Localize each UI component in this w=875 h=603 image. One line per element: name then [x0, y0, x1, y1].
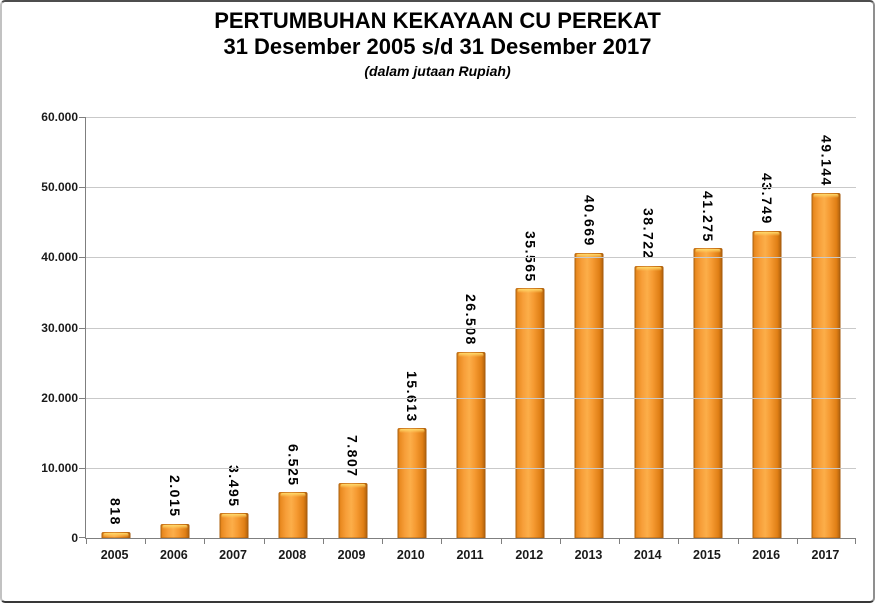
gridline: [86, 117, 856, 118]
x-axis-label: 2012: [515, 548, 544, 562]
y-axis-tick: [79, 187, 86, 189]
x-axis-label: 2009: [337, 548, 366, 562]
bar-value-label: 15.613: [403, 370, 420, 423]
y-axis-tick-label: 50.000: [41, 180, 78, 195]
bar-value-label: 7.807: [344, 434, 361, 478]
bar-category: 818: [86, 117, 145, 538]
bar-category: 3.495: [204, 117, 263, 538]
bar-value-label: 43.749: [759, 173, 776, 226]
x-axis-tick: [678, 539, 680, 544]
bar: [811, 193, 841, 538]
y-axis-tick-label: 60.000: [41, 110, 78, 124]
x-axis-label: 2006: [159, 548, 188, 562]
bar-category: 49.144: [797, 117, 856, 538]
plot-area: 818 2.015 3.495 6.525 7.807 15.613 26.508 35.56…: [79, 117, 856, 544]
x-axis-tick: [500, 539, 502, 544]
y-axis-tick: [79, 467, 86, 469]
chart-subtitle: 31 Desember 2005 s/d 31 Desember 2017: [223, 34, 652, 59]
chart-units-note: (dalam jutaan Rupiah): [364, 63, 511, 79]
bar-category: 26.508: [441, 117, 500, 538]
x-axis-label: 2013: [574, 548, 603, 562]
x-axis-tick: [559, 539, 561, 544]
y-axis-tick-label: 30.000: [41, 320, 78, 335]
bar: [456, 352, 486, 538]
x-axis-label: 2016: [752, 548, 781, 562]
gridline: [86, 257, 856, 259]
x-axis-label: 2007: [219, 548, 247, 562]
y-axis-tick: [79, 257, 86, 259]
bar-category: 38.722: [619, 117, 678, 538]
x-axis-tick: [441, 539, 443, 544]
bar-category: 6.525: [264, 117, 323, 538]
bar-value-label: 6.525: [285, 443, 302, 487]
bar-value-label: 40.669: [581, 194, 598, 247]
x-axis-tick: [145, 539, 147, 544]
bar-category: 15.613: [382, 117, 441, 538]
bar-value-label: 3.495: [226, 464, 243, 508]
gridline: [86, 397, 856, 399]
x-axis-tick: [619, 539, 621, 544]
x-axis-label: 2015: [693, 548, 721, 562]
bar: [160, 523, 190, 538]
bar: [634, 266, 664, 538]
y-axis-tick: [79, 327, 86, 329]
bar-category: 41.275: [678, 117, 737, 538]
bar-value-label: 49.144: [818, 135, 835, 188]
x-axis-tick: [204, 539, 206, 544]
x-axis-tick: [737, 539, 739, 544]
bar: [278, 492, 308, 538]
bar: [101, 532, 131, 538]
y-axis-tick: [79, 397, 86, 399]
x-axis: 2005 2006 2007 2008 2009 2010 2011 2012 2013 2014…: [85, 548, 855, 562]
x-axis-tick: [86, 539, 87, 544]
y-axis-tick-label: 40.000: [41, 250, 78, 265]
bar-value-label: 26.508: [463, 294, 480, 347]
bar: [693, 248, 723, 538]
bar: [574, 252, 604, 538]
bar: [752, 231, 782, 538]
x-axis-tick: [382, 539, 384, 544]
bar-category: 35.565: [501, 117, 560, 538]
bar-category: 2.015: [145, 117, 204, 538]
gridline: [86, 187, 856, 189]
x-axis-tick: [796, 539, 798, 544]
gridline: [86, 467, 856, 469]
y-axis-tick-label: 20.000: [41, 390, 78, 405]
bar-category: 7.807: [323, 117, 382, 538]
x-axis-tick: [263, 539, 265, 544]
bar: [515, 288, 545, 538]
x-axis-label: 2010: [396, 548, 425, 562]
bar-value-label: 2.015: [166, 475, 183, 518]
x-axis-tick: [322, 539, 324, 544]
x-axis-label: 2017: [811, 548, 840, 562]
x-axis-tick: [855, 539, 856, 544]
chart-header: PERTUMBUHAN KEKAYAAN CU PEREKAT 31 Desem…: [2, 8, 873, 82]
bar-value-label: 41.275: [699, 190, 716, 243]
x-axis-label: 2008: [278, 548, 307, 562]
y-axis: 0 10.000 20.000 30.000 40.000 50.000 60.000: [2, 111, 78, 544]
y-axis-tick: [79, 537, 86, 538]
x-axis-label: 2011: [456, 548, 484, 562]
bar-value-label: 35.565: [522, 231, 538, 283]
chart-title: PERTUMBUHAN KEKAYAAN CU PEREKAT: [214, 8, 661, 33]
bar-category: 43.749: [738, 117, 797, 538]
bar: [338, 483, 368, 538]
gridline: [86, 327, 856, 329]
x-axis-label: 2014: [633, 548, 662, 562]
bar-category: 40.669: [560, 117, 619, 538]
y-axis-tick-label: 10.000: [41, 460, 78, 475]
bar-value-label: 818: [107, 498, 124, 527]
y-axis-tick-label: 0: [71, 531, 78, 545]
bar: [219, 513, 249, 538]
y-axis-tick: [79, 117, 86, 118]
x-axis-label: 2005: [100, 548, 129, 562]
bar: [397, 428, 427, 538]
bar-value-label: 38.722: [640, 208, 657, 261]
bar-series: 818 2.015 3.495 6.525 7.807 15.613 26.508 35.56…: [86, 117, 856, 538]
